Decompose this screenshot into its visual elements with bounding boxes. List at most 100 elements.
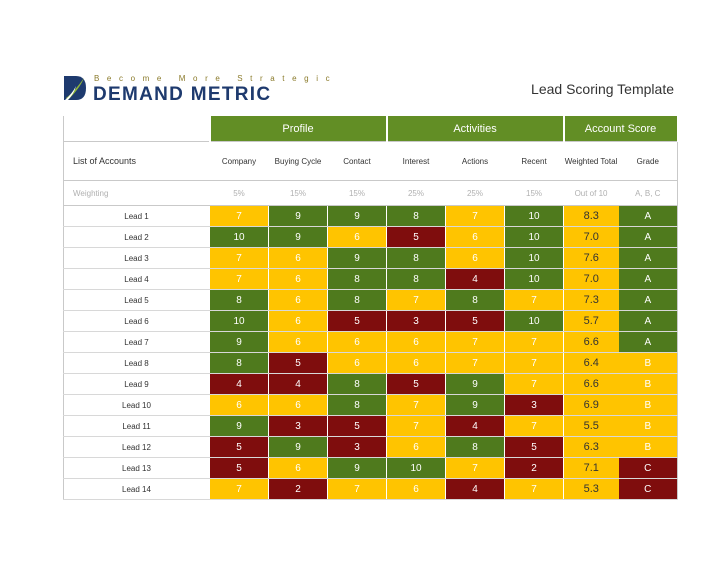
score-actions: 7: [445, 205, 505, 227]
weighted-total: 6.9: [563, 394, 619, 416]
grade: C: [618, 457, 678, 479]
grade: B: [618, 352, 678, 374]
weight-contact: 15%: [327, 180, 387, 206]
group-header-row: Profile Activities Account Score: [63, 116, 679, 142]
weight-buying-cycle: 15%: [268, 180, 328, 206]
weighting-label: Weighting: [63, 180, 210, 206]
score-interest: 6: [386, 436, 446, 458]
score-recent: 2: [503, 457, 565, 479]
lead-name: Lead 7: [63, 331, 210, 353]
grade: B: [618, 373, 678, 395]
table-row: Lead 13 5 6 9 10 7 2 7.1 C: [63, 457, 678, 479]
logo-mark-icon: [64, 76, 86, 101]
lead-name: Lead 11: [63, 415, 210, 437]
lead-name: Lead 6: [63, 310, 210, 332]
weight-weighted-total: Out of 10: [563, 180, 619, 206]
table-row: Lead 10 6 6 8 7 9 3 6.9 B: [63, 394, 678, 416]
score-recent: 7: [503, 289, 565, 311]
score-contact: 9: [327, 457, 387, 479]
table-row: Lead 7 9 6 6 6 7 7 6.6 A: [63, 331, 678, 353]
col-actions: Actions: [445, 141, 505, 181]
col-list-of-accounts: List of Accounts: [63, 141, 210, 181]
score-buying-cycle: 6: [268, 247, 328, 269]
score-buying-cycle: 2: [268, 478, 328, 500]
group-profile: Profile: [208, 116, 388, 142]
col-buying-cycle: Buying Cycle: [268, 141, 328, 181]
score-contact: 8: [327, 394, 387, 416]
score-buying-cycle: 6: [268, 331, 328, 353]
brand-tagline: Become More Strategic: [94, 74, 338, 83]
score-company: 7: [209, 205, 269, 227]
weighted-total: 6.6: [563, 331, 619, 353]
score-interest: 8: [386, 268, 446, 290]
table-row: Lead 2 10 9 6 5 6 10 7.0 A: [63, 226, 678, 248]
weighted-total: 7.3: [563, 289, 619, 311]
score-recent: 7: [503, 373, 565, 395]
weight-actions: 25%: [445, 180, 505, 206]
lead-name: Lead 10: [63, 394, 210, 416]
score-buying-cycle: 4: [268, 373, 328, 395]
score-actions: 4: [445, 478, 505, 500]
score-contact: 6: [327, 331, 387, 353]
score-company: 7: [209, 478, 269, 500]
score-buying-cycle: 3: [268, 415, 328, 437]
score-actions: 8: [445, 289, 505, 311]
lead-name: Lead 9: [63, 373, 210, 395]
score-contact: 9: [327, 205, 387, 227]
weighted-total: 6.3: [563, 436, 619, 458]
score-buying-cycle: 6: [268, 289, 328, 311]
grade: A: [618, 310, 678, 332]
score-recent: 7: [503, 331, 565, 353]
score-company: 5: [209, 436, 269, 458]
col-company: Company: [209, 141, 269, 181]
weight-recent: 15%: [504, 180, 564, 206]
grade: A: [618, 247, 678, 269]
score-company: 8: [209, 352, 269, 374]
demand-metric-logo: Become More Strategic DEMAND METRIC: [62, 72, 330, 105]
group-account-score: Account Score: [562, 116, 679, 142]
table-row: Lead 8 8 5 6 6 7 7 6.4 B: [63, 352, 678, 374]
table-row: Lead 1 7 9 9 8 7 10 8.3 A: [63, 205, 678, 227]
score-interest: 5: [386, 373, 446, 395]
lead-name: Lead 1: [63, 205, 210, 227]
score-company: 4: [209, 373, 269, 395]
score-actions: 8: [445, 436, 505, 458]
brand-name: DEMAND METRIC: [93, 84, 272, 105]
score-company: 7: [209, 268, 269, 290]
grade: B: [618, 394, 678, 416]
weighting-row: Weighting 5% 15% 15% 25% 25% 15% Out of …: [63, 180, 678, 206]
weighted-total: 6.4: [563, 352, 619, 374]
score-recent: 7: [503, 478, 565, 500]
score-actions: 7: [445, 331, 505, 353]
score-contact: 8: [327, 268, 387, 290]
col-interest: Interest: [386, 141, 446, 181]
table-row: Lead 4 7 6 8 8 4 10 7.0 A: [63, 268, 678, 290]
score-actions: 4: [445, 415, 505, 437]
table-row: Lead 11 9 3 5 7 4 7 5.5 B: [63, 415, 678, 437]
score-recent: 10: [503, 310, 565, 332]
score-actions: 9: [445, 373, 505, 395]
score-contact: 5: [327, 415, 387, 437]
col-recent: Recent: [504, 141, 564, 181]
score-interest: 6: [386, 331, 446, 353]
weighted-total: 7.1: [563, 457, 619, 479]
lead-name: Lead 12: [63, 436, 210, 458]
page-title: Lead Scoring Template: [531, 81, 674, 97]
score-buying-cycle: 6: [268, 457, 328, 479]
score-company: 9: [209, 331, 269, 353]
score-buying-cycle: 6: [268, 268, 328, 290]
score-company: 10: [209, 310, 269, 332]
score-actions: 6: [445, 247, 505, 269]
table-row: Lead 14 7 2 7 6 4 7 5.3 C: [63, 478, 678, 500]
grade: A: [618, 205, 678, 227]
lead-name: Lead 13: [63, 457, 210, 479]
grade: A: [618, 268, 678, 290]
score-company: 10: [209, 226, 269, 248]
weight-company: 5%: [209, 180, 269, 206]
table-row: Lead 6 10 6 5 3 5 10 5.7 A: [63, 310, 678, 332]
score-interest: 6: [386, 478, 446, 500]
score-recent: 7: [503, 352, 565, 374]
group-activities: Activities: [385, 116, 565, 142]
lead-scoring-table: Profile Activities Account Score List of…: [63, 116, 679, 500]
score-contact: 3: [327, 436, 387, 458]
